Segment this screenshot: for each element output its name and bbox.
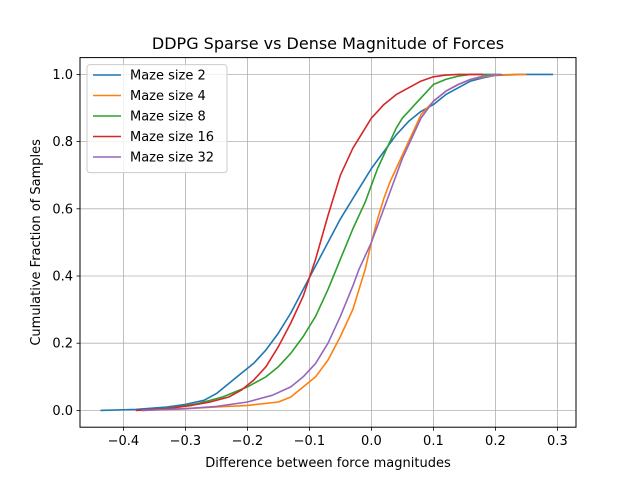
y-tick-label: 0.6 [52,202,73,217]
series-line-1 [100,73,554,412]
series-line-5 [141,73,502,412]
chart-title: DDPG Sparse vs Dense Magnitude of Forces [152,34,504,53]
x-tick-label: −0.1 [294,434,326,449]
legend-label-1: Maze size 2 [130,69,206,84]
x-tick-label: 0.3 [547,434,568,449]
plot-frame [79,57,577,428]
legend-label-3: Maze size 8 [130,110,206,125]
x-axis-label: Difference between force magnitudes [205,456,451,471]
x-tick-label: 0.1 [423,434,444,449]
legend: Maze size 2 Maze size 4 Maze size 8 Maze si… [86,64,228,174]
x-axis-ticks: −0.4 −0.3 −0.2 −0.1 0.0 0.1 0.2 0.3 [108,427,568,449]
y-axis-label: Cumulative Fraction of Samples [29,139,44,346]
legend-label-5: Maze size 32 [130,151,214,166]
legend-label-4: Maze size 16 [130,130,214,145]
y-tick-label: 0.0 [52,404,73,419]
y-tick-label: 0.4 [52,270,73,285]
x-tick-label: −0.3 [170,434,202,449]
y-tick-label: 0.2 [52,337,73,352]
series-lines [100,73,554,412]
y-axis-ticks: 0.0 0.2 0.4 0.6 0.8 1.0 [52,68,80,419]
y-tick-label: 0.8 [52,135,73,150]
x-tick-label: 0.0 [361,434,382,449]
legend-box [86,64,228,174]
series-line-3 [141,73,496,412]
x-tick-label: 0.2 [485,434,506,449]
x-tick-label: −0.2 [232,434,264,449]
x-tick-label: −0.4 [108,434,140,449]
series-line-4 [135,73,483,412]
legend-label-2: Maze size 4 [130,89,206,104]
y-tick-label: 1.0 [52,68,73,83]
